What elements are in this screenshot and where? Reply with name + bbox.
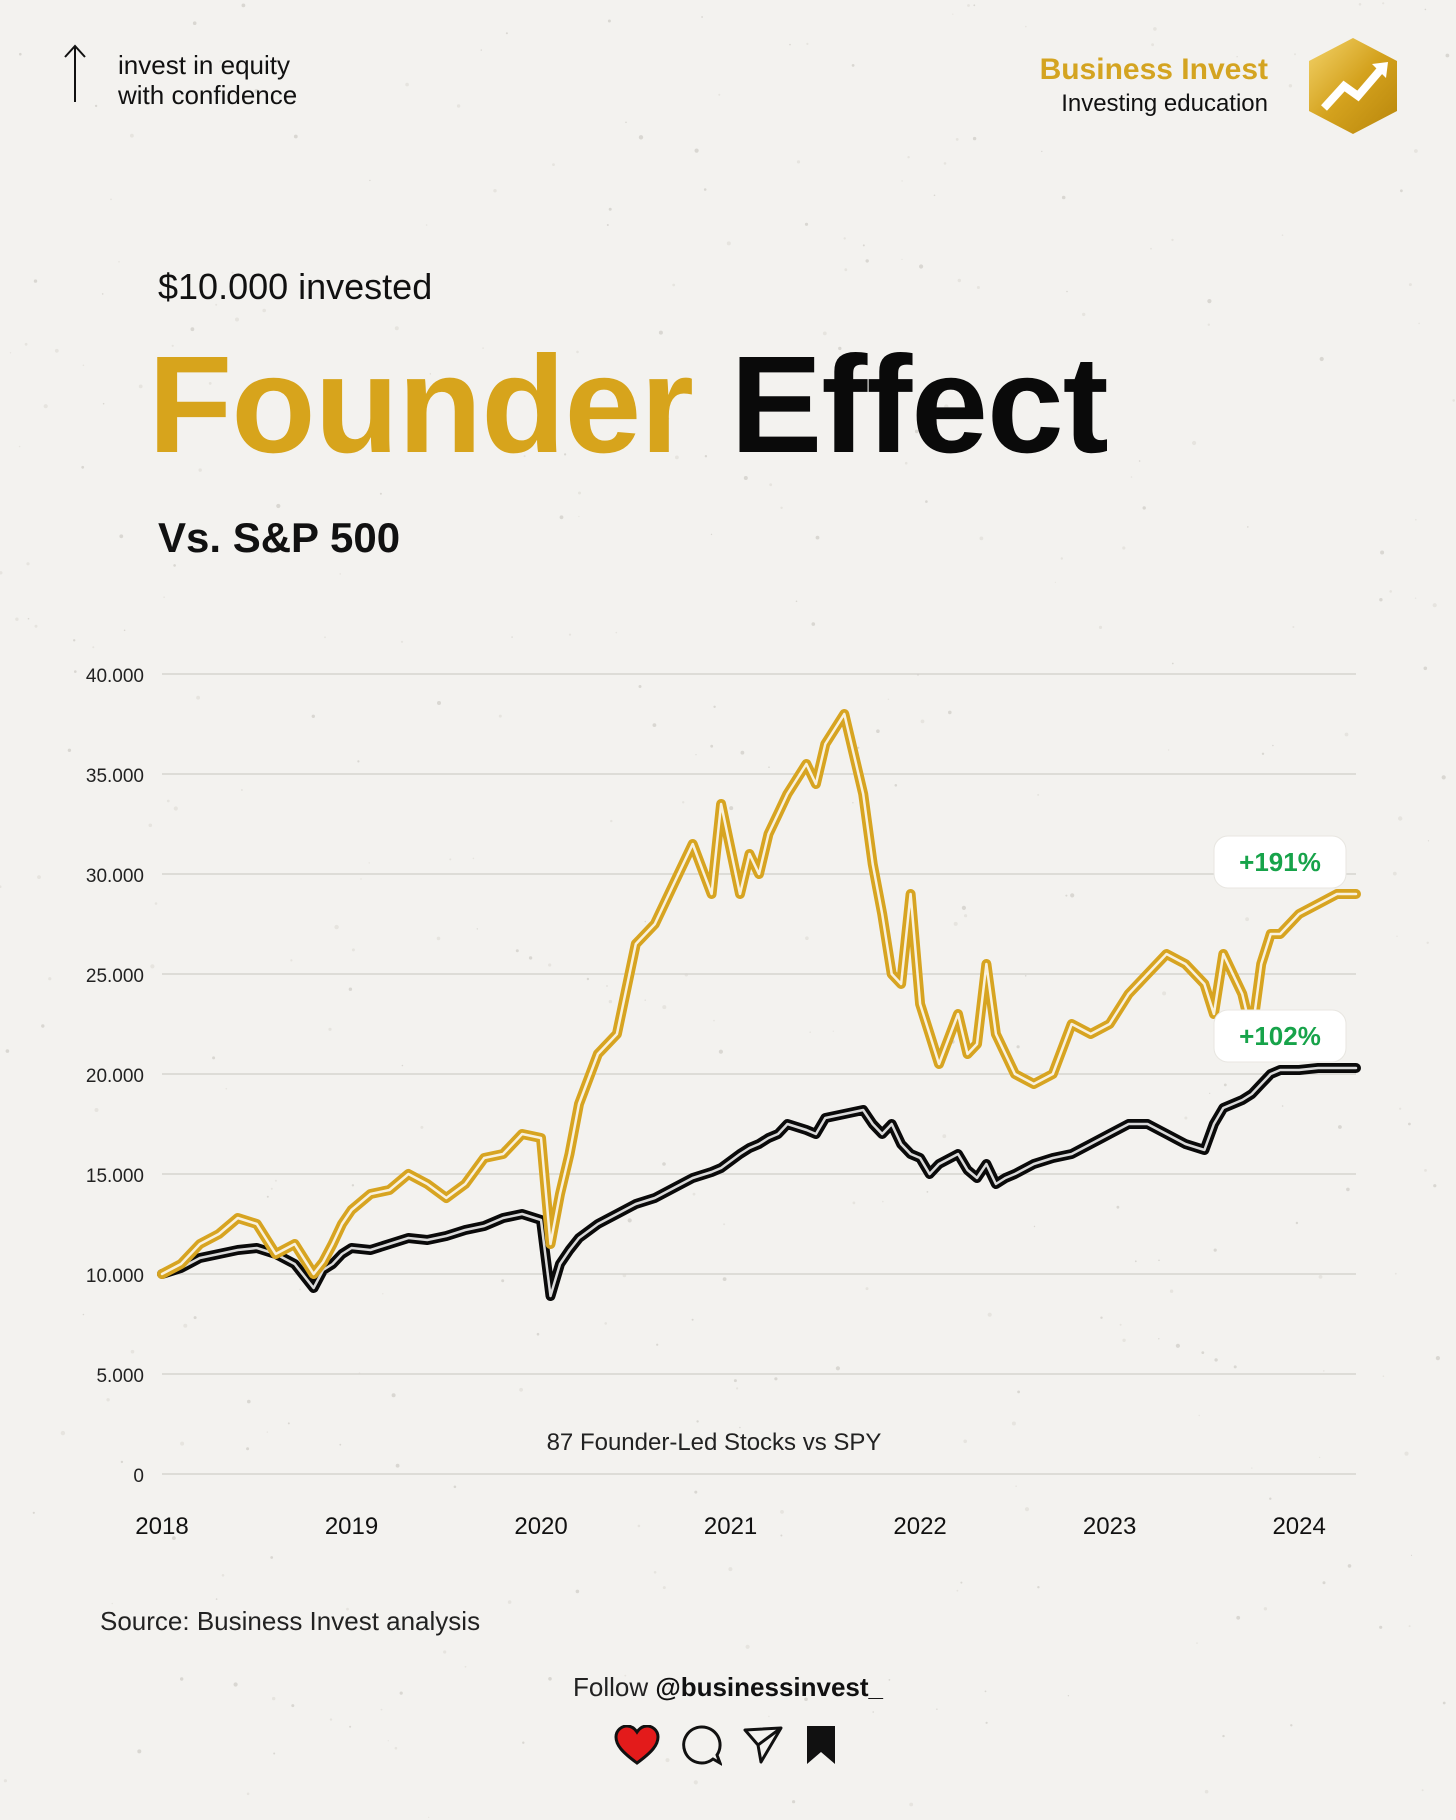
x-tick-label: 2021 — [704, 1513, 757, 1540]
end-value-badge: +102% — [1213, 1009, 1347, 1063]
series-line-outer — [157, 1063, 1361, 1301]
main-title-gold: Founder — [148, 328, 694, 482]
comment-icon[interactable] — [680, 1724, 722, 1766]
tagline-line-2: with confidence — [118, 80, 298, 110]
badge-text: +102% — [1239, 1021, 1321, 1051]
follow-prefix: Follow — [572, 1672, 656, 1702]
x-tick-label: 2020 — [514, 1513, 567, 1540]
x-tick-label: 2022 — [893, 1513, 946, 1540]
y-tick-label: 15.000 — [86, 1166, 144, 1187]
y-tick-label: 25.000 — [86, 966, 144, 987]
grid — [162, 673, 1356, 1475]
main-title: Founder Effect — [148, 328, 1109, 482]
arrow-up-icon — [64, 44, 86, 102]
series-line-outer — [157, 709, 1361, 1279]
y-tick-label: 30.000 — [86, 866, 144, 887]
tagline-line-1: invest in equity — [118, 50, 290, 80]
x-tick-label: 2019 — [325, 1513, 378, 1540]
brand-subtitle: Investing education — [1061, 90, 1268, 117]
end-value-badge: +191% — [1213, 835, 1347, 889]
x-tick-label: 2023 — [1083, 1513, 1136, 1540]
y-tick-label: 35.000 — [86, 766, 144, 787]
share-icon[interactable] — [742, 1724, 784, 1766]
comparison-title: Vs. S&P 500 — [158, 514, 401, 561]
badge-text: +191% — [1239, 847, 1321, 877]
brand-block: Business Invest Investing education — [1040, 36, 1400, 136]
x-tick-label: 2024 — [1272, 1513, 1325, 1540]
chart-supertitle: $10.000 invested — [158, 266, 433, 307]
follow-handle[interactable]: @businessinvest_ — [655, 1672, 884, 1702]
series-line-highlight — [160, 712, 1358, 1276]
badge-bg — [1213, 1009, 1347, 1063]
y-tick-label: 5.000 — [96, 1366, 144, 1387]
series-87-founder-led-stocks — [157, 709, 1361, 1279]
y-tick-label: 20.000 — [86, 1066, 144, 1087]
badge-bg — [1213, 835, 1347, 889]
y-tick-label: 10.000 — [86, 1266, 144, 1287]
series-spy — [157, 1063, 1361, 1301]
line-chart: 0 5.000 10.000 15.000 20.000 25.000 30.000 35.0… — [86, 666, 1361, 1540]
series-line-highlight — [160, 1066, 1358, 1298]
x-tick-label: 2018 — [135, 1513, 188, 1540]
bookmark-icon[interactable] — [804, 1724, 838, 1766]
brand-logo-icon — [1309, 38, 1397, 134]
heart-icon[interactable] — [614, 1725, 660, 1765]
main-title-black: Effect — [730, 328, 1108, 482]
source-note: Source: Business Invest analysis — [100, 1606, 481, 1636]
y-tick-label: 40.000 — [86, 666, 144, 687]
tagline: invest in equity with confidence — [118, 50, 297, 110]
y-tick-label: 0 — [133, 1466, 144, 1487]
brand-name: Business Invest — [1039, 53, 1268, 86]
social-actions — [614, 1724, 858, 1766]
chart-subtitle: 87 Founder-Led Stocks vs SPY — [547, 1429, 882, 1456]
follow-line: Follow @businessinvest_ — [0, 1672, 1456, 1703]
tagline-block: invest in equity with confidence — [60, 42, 297, 110]
